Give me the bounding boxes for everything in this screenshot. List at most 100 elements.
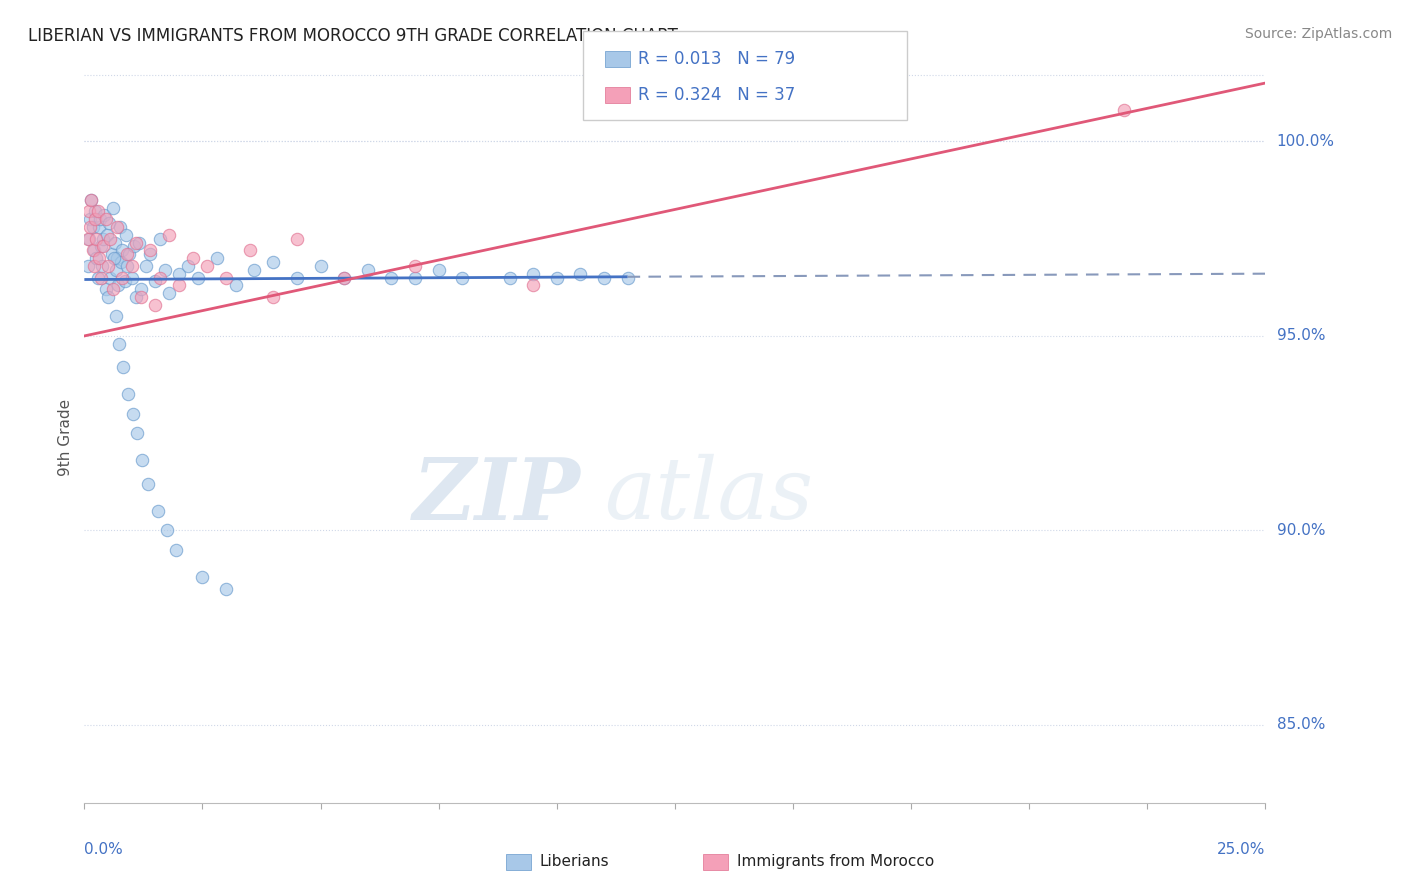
Point bbox=[262, 255, 284, 269]
Point bbox=[86, 270, 108, 285]
Point bbox=[285, 232, 308, 246]
Point bbox=[101, 201, 124, 215]
Point bbox=[309, 259, 332, 273]
Point bbox=[121, 259, 143, 273]
Point bbox=[128, 235, 150, 250]
Point bbox=[129, 282, 152, 296]
Point bbox=[79, 219, 101, 234]
Point bbox=[129, 290, 152, 304]
Point bbox=[94, 212, 117, 227]
Point bbox=[97, 290, 120, 304]
Point bbox=[107, 219, 129, 234]
Point bbox=[94, 282, 117, 296]
Point bbox=[205, 251, 228, 265]
Point bbox=[357, 262, 380, 277]
Point bbox=[139, 247, 162, 261]
Point bbox=[84, 232, 107, 246]
Point bbox=[131, 453, 153, 467]
Point bbox=[187, 270, 209, 285]
Point bbox=[569, 267, 592, 281]
Point bbox=[593, 270, 616, 285]
Point bbox=[167, 278, 190, 293]
Point bbox=[89, 212, 111, 227]
Point bbox=[118, 247, 141, 261]
Point bbox=[80, 193, 103, 207]
Point bbox=[149, 270, 172, 285]
Point bbox=[127, 426, 149, 441]
Point bbox=[125, 290, 148, 304]
Text: 0.0%: 0.0% bbox=[84, 842, 124, 856]
Point bbox=[83, 259, 105, 273]
Point bbox=[82, 219, 104, 234]
Text: ZIP: ZIP bbox=[412, 454, 581, 537]
Text: R = 0.013   N = 79: R = 0.013 N = 79 bbox=[638, 50, 796, 68]
Point bbox=[100, 247, 122, 261]
Point bbox=[522, 267, 544, 281]
Text: 95.0%: 95.0% bbox=[1277, 328, 1324, 343]
Point bbox=[104, 235, 127, 250]
Point bbox=[139, 244, 162, 258]
Point bbox=[111, 244, 134, 258]
Point bbox=[105, 262, 128, 277]
Point bbox=[117, 387, 139, 401]
Point bbox=[107, 278, 129, 293]
Point bbox=[191, 570, 214, 584]
Point bbox=[225, 278, 247, 293]
Point bbox=[333, 270, 356, 285]
Text: 100.0%: 100.0% bbox=[1277, 134, 1334, 149]
Point bbox=[166, 542, 188, 557]
Point bbox=[156, 524, 179, 538]
Point bbox=[77, 204, 100, 219]
Text: 85.0%: 85.0% bbox=[1277, 717, 1324, 732]
Point bbox=[77, 232, 100, 246]
Point bbox=[215, 270, 238, 285]
Point bbox=[498, 270, 520, 285]
Point bbox=[87, 219, 110, 234]
Point bbox=[1112, 103, 1135, 118]
Point bbox=[380, 270, 402, 285]
Point bbox=[77, 232, 100, 246]
Point bbox=[135, 259, 157, 273]
Point bbox=[121, 270, 143, 285]
Text: Immigrants from Morocco: Immigrants from Morocco bbox=[737, 855, 934, 869]
Point bbox=[167, 267, 190, 281]
Point bbox=[115, 259, 138, 273]
Text: 25.0%: 25.0% bbox=[1218, 842, 1265, 856]
Point bbox=[136, 476, 159, 491]
Y-axis label: 9th Grade: 9th Grade bbox=[58, 399, 73, 475]
Point bbox=[101, 282, 124, 296]
Point bbox=[146, 504, 169, 518]
Point bbox=[90, 239, 112, 253]
Point bbox=[90, 270, 112, 285]
Point bbox=[333, 270, 356, 285]
Point bbox=[616, 270, 638, 285]
Point bbox=[105, 310, 128, 324]
Point bbox=[97, 216, 120, 230]
Point bbox=[80, 193, 103, 207]
Point bbox=[121, 407, 143, 421]
Point bbox=[125, 235, 148, 250]
Point bbox=[157, 227, 180, 242]
Point bbox=[97, 259, 120, 273]
Point bbox=[86, 204, 108, 219]
Point bbox=[98, 270, 121, 285]
Point bbox=[243, 262, 266, 277]
Point bbox=[83, 212, 105, 227]
Point bbox=[87, 251, 110, 265]
Point bbox=[239, 244, 262, 258]
Point bbox=[181, 251, 204, 265]
Point bbox=[83, 244, 105, 258]
Point bbox=[285, 270, 308, 285]
Point bbox=[103, 251, 125, 265]
Point bbox=[96, 227, 118, 242]
Point bbox=[111, 270, 134, 285]
Point bbox=[451, 270, 474, 285]
Text: R = 0.324   N = 37: R = 0.324 N = 37 bbox=[638, 86, 796, 103]
Point bbox=[107, 251, 129, 265]
Text: Source: ZipAtlas.com: Source: ZipAtlas.com bbox=[1244, 27, 1392, 41]
Point bbox=[522, 278, 544, 293]
Point bbox=[110, 255, 132, 269]
Point bbox=[157, 286, 180, 301]
Point bbox=[122, 239, 145, 253]
Point bbox=[93, 208, 115, 222]
